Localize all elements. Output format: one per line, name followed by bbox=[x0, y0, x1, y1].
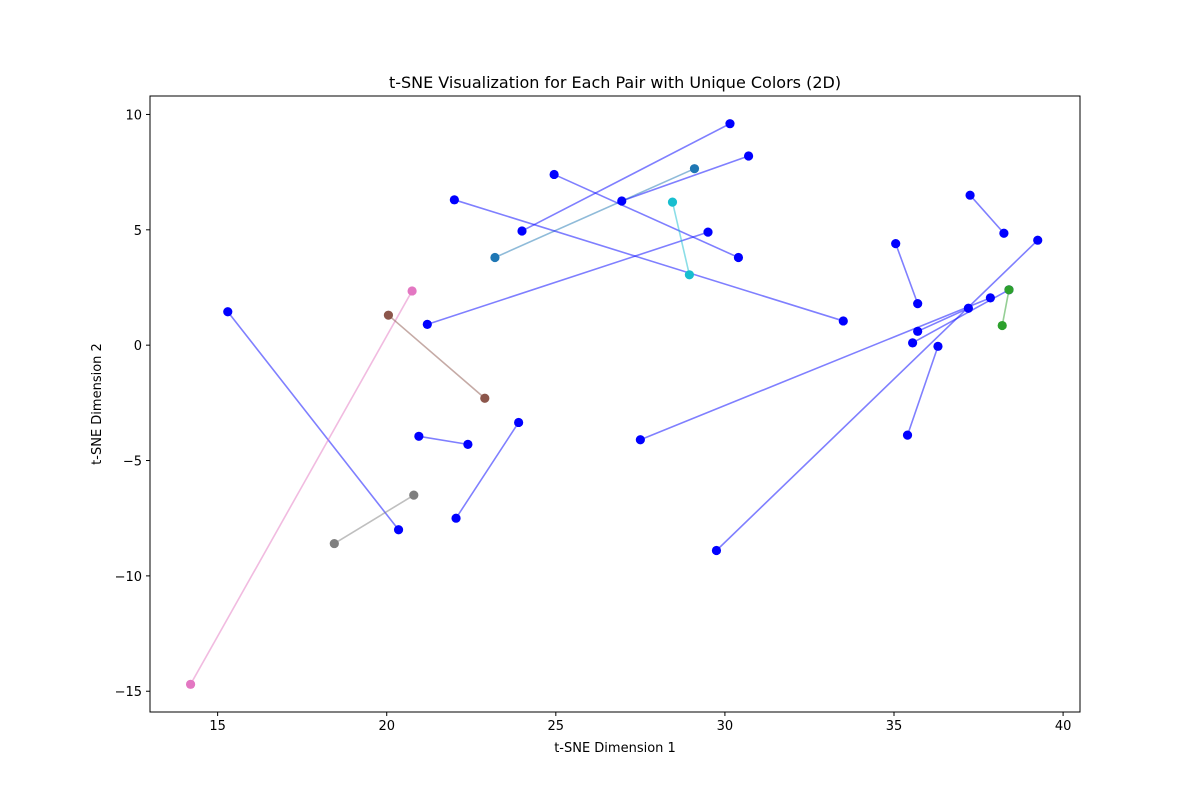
data-point-17-2 bbox=[999, 228, 1009, 238]
data-point-2-2 bbox=[185, 679, 196, 689]
x-axis: 15 20 25 30 35 40 bbox=[209, 712, 1071, 734]
data-point-4-1 bbox=[329, 538, 339, 549]
data-point-8-2 bbox=[725, 119, 735, 129]
data-point-4-2 bbox=[409, 490, 419, 500]
x-tick-label: 40 bbox=[1055, 719, 1072, 734]
pair-line-5 bbox=[418, 435, 469, 446]
data-point-12-2 bbox=[838, 316, 848, 326]
data-point-5-1 bbox=[414, 431, 424, 441]
data-point-7-2 bbox=[689, 164, 700, 174]
plot-frame bbox=[149, 95, 1081, 713]
y-tick-label: −5 bbox=[123, 455, 142, 470]
x-tick-label: 35 bbox=[886, 719, 903, 734]
pair-points bbox=[185, 119, 1043, 689]
pair-line-4 bbox=[333, 494, 415, 545]
pair-line-20 bbox=[906, 346, 939, 436]
data-point-3-2 bbox=[480, 393, 490, 403]
pair-line-8 bbox=[521, 122, 731, 232]
y-tick-label: −10 bbox=[115, 570, 142, 585]
pair-line-11 bbox=[427, 231, 709, 326]
data-point-20-1 bbox=[902, 430, 913, 440]
plot-area bbox=[185, 119, 1043, 689]
data-point-15-1 bbox=[711, 545, 722, 556]
data-point-14-2 bbox=[985, 293, 995, 303]
data-point-10-1 bbox=[617, 196, 627, 206]
pair-line-10 bbox=[621, 155, 749, 202]
data-point-5-2 bbox=[463, 439, 473, 449]
data-point-16-1 bbox=[891, 239, 901, 249]
pair-line-13 bbox=[671, 201, 691, 275]
data-point-9-1 bbox=[549, 169, 559, 180]
data-point-16-2 bbox=[913, 299, 923, 309]
data-point-19-1 bbox=[908, 338, 918, 348]
data-point-14-1 bbox=[635, 435, 645, 445]
pair-line-21 bbox=[1001, 289, 1010, 326]
data-point-10-2 bbox=[743, 151, 754, 161]
pair-line-12 bbox=[454, 199, 844, 322]
y-tick-label: 0 bbox=[134, 339, 142, 354]
data-point-21-2 bbox=[997, 320, 1007, 331]
pair-line-7 bbox=[494, 167, 695, 259]
data-point-18-2 bbox=[963, 303, 974, 313]
data-point-3-1 bbox=[383, 310, 394, 320]
y-tick-label: 10 bbox=[125, 108, 142, 123]
x-tick-label: 25 bbox=[548, 719, 565, 734]
x-tick-label: 30 bbox=[717, 719, 734, 734]
data-point-12-1 bbox=[449, 195, 459, 205]
data-point-2-1 bbox=[407, 286, 417, 296]
pair-line-2 bbox=[189, 290, 413, 685]
data-point-1-1 bbox=[223, 307, 233, 317]
data-point-21-1 bbox=[1004, 285, 1014, 295]
x-tick-label: 15 bbox=[209, 719, 226, 734]
data-point-11-1 bbox=[422, 319, 432, 330]
pair-line-6 bbox=[455, 422, 520, 519]
data-point-6-1 bbox=[451, 513, 461, 523]
pair-line-1 bbox=[227, 311, 400, 531]
chart-title: t-SNE Visualization for Each Pair with U… bbox=[389, 73, 841, 92]
y-tick-label: 5 bbox=[134, 224, 142, 239]
pair-line-9 bbox=[553, 173, 739, 259]
pair-line-15 bbox=[715, 239, 1039, 552]
data-point-13-2 bbox=[684, 270, 695, 280]
pair-line-14 bbox=[640, 297, 991, 441]
pair-line-17 bbox=[969, 194, 1005, 234]
data-point-17-1 bbox=[965, 190, 975, 200]
pair-line-3 bbox=[387, 314, 486, 399]
data-point-15-2 bbox=[1033, 235, 1043, 245]
data-point-8-1 bbox=[517, 226, 527, 236]
data-point-20-2 bbox=[933, 341, 943, 351]
data-point-6-2 bbox=[514, 417, 524, 428]
data-point-11-2 bbox=[703, 227, 713, 237]
pair-lines bbox=[189, 122, 1039, 685]
pair-line-16 bbox=[894, 243, 919, 304]
data-point-13-1 bbox=[667, 197, 678, 207]
x-axis-label: t-SNE Dimension 1 bbox=[554, 741, 676, 756]
data-point-9-2 bbox=[733, 252, 744, 263]
data-point-1-2 bbox=[393, 525, 404, 535]
y-axis: 10 5 0 −5 −10 −15 bbox=[115, 108, 150, 700]
data-point-18-1 bbox=[913, 326, 923, 336]
x-tick-label: 20 bbox=[378, 719, 395, 734]
data-point-7-1 bbox=[490, 252, 500, 263]
pair-line-18 bbox=[917, 307, 969, 333]
y-tick-label: −15 bbox=[115, 685, 142, 700]
y-axis-label: t-SNE Dimension 2 bbox=[90, 343, 105, 465]
